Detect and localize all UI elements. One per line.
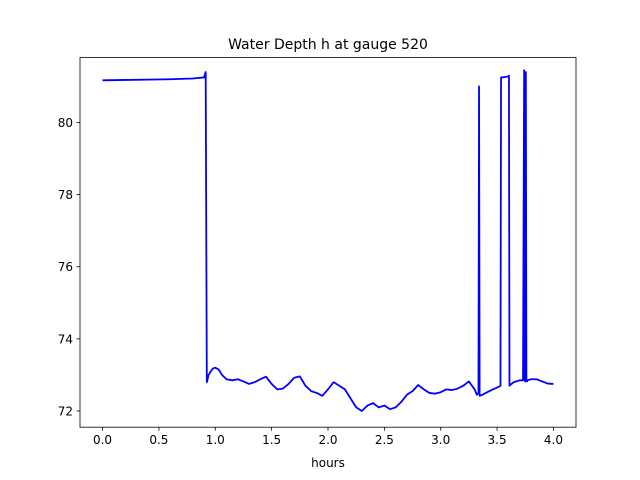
x-tick-label: 1.0 bbox=[206, 433, 225, 447]
x-tick-label: 0.5 bbox=[149, 433, 168, 447]
y-tick-label: 74 bbox=[58, 332, 73, 346]
plot-area bbox=[79, 57, 577, 428]
y-tick-label: 72 bbox=[58, 404, 73, 418]
x-tick-label: 2.0 bbox=[318, 433, 337, 447]
y-tick-label: 80 bbox=[58, 116, 73, 130]
y-axis: 72 74 76 78 80 bbox=[58, 116, 80, 418]
series-line bbox=[102, 69, 554, 412]
x-tick-label: 1.5 bbox=[262, 433, 281, 447]
x-tick-label: 0.0 bbox=[93, 433, 112, 447]
y-tick-label: 78 bbox=[58, 188, 73, 202]
x-axis: 0.0 0.5 1.0 1.5 2.0 2.5 3.0 3.5 4.0 bbox=[93, 427, 563, 447]
y-tick-label: 76 bbox=[58, 260, 73, 274]
x-axis-label: hours bbox=[311, 456, 345, 470]
chart-title: Water Depth h at gauge 520 bbox=[228, 37, 428, 53]
x-tick-label: 2.5 bbox=[375, 433, 394, 447]
x-tick-label: 3.5 bbox=[488, 433, 507, 447]
x-tick-label: 3.0 bbox=[431, 433, 450, 447]
x-tick-label: 4.0 bbox=[544, 433, 563, 447]
